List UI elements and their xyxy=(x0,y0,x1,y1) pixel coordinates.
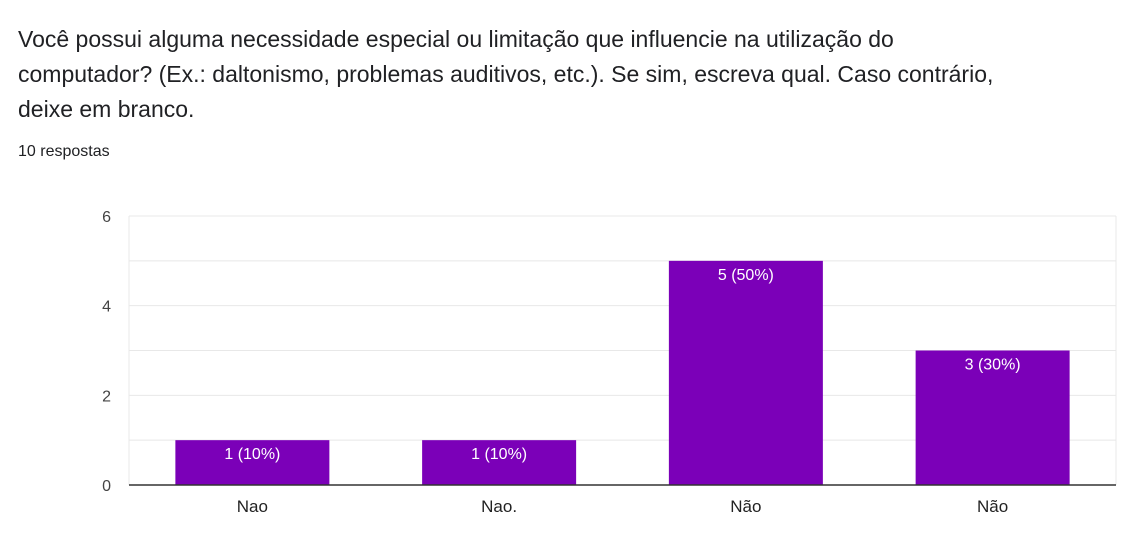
data-label: 3 (30%) xyxy=(965,357,1021,374)
bar xyxy=(915,350,1070,485)
question-title: Você possui alguma necessidade especial … xyxy=(18,26,994,122)
x-tick-label: Não xyxy=(977,497,1008,516)
data-label: 1 (10%) xyxy=(471,446,527,463)
y-tick-label: 2 xyxy=(102,388,111,405)
bar xyxy=(422,440,577,485)
response-count: 10 respostas xyxy=(18,143,110,160)
bar xyxy=(175,440,330,485)
data-label: 5 (50%) xyxy=(718,267,774,284)
y-tick-label: 0 xyxy=(102,478,111,495)
x-tick-label: Não xyxy=(730,497,761,516)
y-tick-label: 6 xyxy=(102,209,111,226)
x-tick-label: Nao. xyxy=(481,497,517,516)
x-tick-label: Nao xyxy=(237,497,268,516)
y-tick-label: 4 xyxy=(102,299,111,316)
bar xyxy=(668,260,823,485)
data-label: 1 (10%) xyxy=(224,446,280,463)
